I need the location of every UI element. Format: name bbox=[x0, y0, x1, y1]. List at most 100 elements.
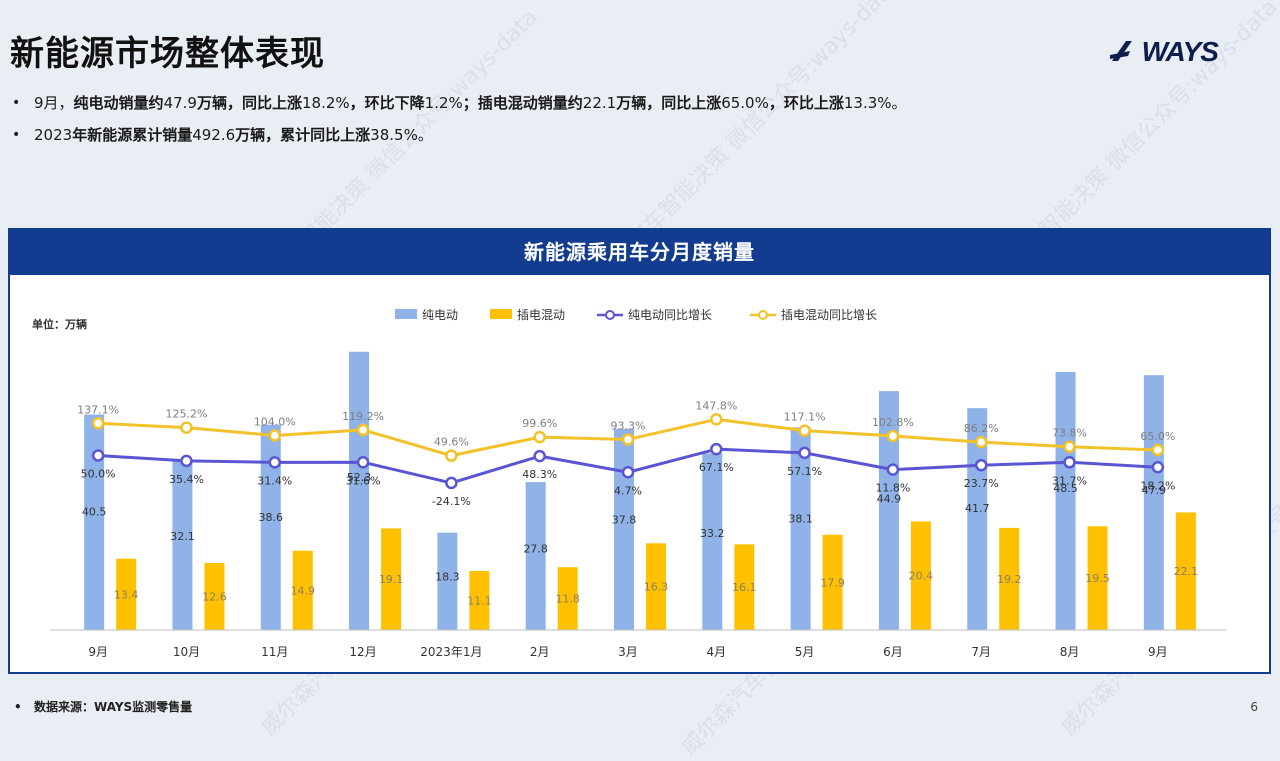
line-point bbox=[621, 466, 635, 479]
bar-phev-label: 13.4 bbox=[114, 588, 139, 601]
bullet-segment: 47.9 bbox=[163, 94, 197, 112]
line-point-label: 104.0% bbox=[254, 416, 296, 429]
bar-bev bbox=[172, 459, 193, 630]
line-point bbox=[180, 454, 193, 468]
legend-item-4-label: 插电混动同比增长 bbox=[781, 308, 877, 322]
x-tick-label: 3月 bbox=[618, 645, 638, 659]
legend-item-3-marker bbox=[605, 310, 615, 320]
line-point-label: 86.2% bbox=[964, 422, 999, 435]
line-point bbox=[1151, 443, 1165, 457]
line-point bbox=[710, 413, 723, 426]
bar-phev-label: 14.9 bbox=[291, 584, 316, 597]
bar-bev bbox=[1143, 375, 1164, 630]
line-point bbox=[91, 417, 105, 430]
bar-bev bbox=[349, 351, 370, 630]
data-source-note: • 数据来源：WAYS监测零售量 bbox=[14, 698, 192, 715]
bar-phev bbox=[646, 543, 666, 630]
line-point bbox=[710, 442, 723, 456]
line-point bbox=[974, 458, 988, 472]
x-tick-label: 2023年1月 bbox=[420, 645, 482, 659]
line-point bbox=[356, 423, 370, 437]
bullet-segment: ，环比上涨 bbox=[768, 94, 844, 112]
legend-item-4-marker bbox=[758, 310, 768, 320]
bar-phev bbox=[469, 570, 490, 630]
bar-phev bbox=[999, 527, 1020, 630]
line-point-label: -24.1% bbox=[432, 495, 471, 508]
bar-phev bbox=[557, 567, 578, 630]
bullet-segment: 9月， bbox=[34, 94, 74, 112]
line-point bbox=[886, 463, 900, 476]
bullet-segment: 13.3%。 bbox=[843, 94, 907, 112]
bullet-item: • 2023年新能源累计销量492.6万辆，累计同比上涨38.5%。 bbox=[12, 124, 1212, 146]
bar-bev-label: 32.1 bbox=[170, 530, 195, 543]
line-point bbox=[445, 476, 458, 490]
bullet-segment: 2023 bbox=[34, 126, 73, 144]
bullet-segment: 万辆，累计同比上涨 bbox=[235, 126, 371, 144]
line-point-label: 67.1% bbox=[699, 461, 734, 474]
bar-bev-label: 33.2 bbox=[700, 527, 725, 540]
bullet-segment: 万辆，同比上涨 bbox=[616, 94, 722, 112]
line-point-label: 31.4% bbox=[257, 474, 292, 487]
line-point bbox=[974, 435, 988, 449]
line-point-label: 23.7% bbox=[964, 477, 999, 490]
bar-bev bbox=[525, 482, 546, 630]
line-point bbox=[886, 429, 900, 443]
bar-bev-label: 27.8 bbox=[523, 543, 548, 556]
line-point-label: 99.6% bbox=[522, 417, 557, 430]
line-point-label: 125.2% bbox=[165, 408, 207, 421]
line-point bbox=[445, 449, 458, 462]
bullet-segment: ；插电混动销量约 bbox=[462, 94, 583, 112]
bar-bev bbox=[260, 424, 281, 630]
bar-phev bbox=[204, 562, 225, 630]
bar-bev bbox=[702, 453, 723, 630]
bar-phev bbox=[1175, 512, 1196, 630]
bar-phev bbox=[822, 534, 843, 630]
bar-phev-label: 12.6 bbox=[202, 590, 227, 603]
line-point-label: 31.6% bbox=[346, 474, 381, 487]
bar-bev-label: 40.5 bbox=[82, 505, 107, 518]
bar-phev-label: 17.9 bbox=[820, 576, 845, 589]
line-point-label: 50.0% bbox=[81, 468, 116, 481]
legend-item-1-swatch bbox=[395, 309, 417, 319]
ways-logo-mark-icon bbox=[1109, 41, 1132, 61]
legend-item-1-label: 纯电动 bbox=[422, 308, 458, 322]
monthly-sales-chart: 单位：万辆 纯电动 插电混动 纯电动同比增长 插电混动同比增长 40.5 13.4 32.1 1… bbox=[32, 308, 1226, 659]
bar-bev bbox=[790, 427, 811, 630]
bar-phev-label: 19.1 bbox=[379, 573, 404, 586]
bar-phev-label: 11.1 bbox=[467, 594, 492, 607]
bar-bev-label: 18.3 bbox=[435, 570, 460, 583]
unit-label: 单位：万辆 bbox=[32, 317, 87, 331]
bullet-segment: 纯电动销量约 bbox=[73, 94, 164, 112]
bar-bev-label: 41.7 bbox=[965, 502, 990, 515]
bar-bev bbox=[614, 428, 634, 630]
bar-phev-label: 16.1 bbox=[732, 581, 757, 594]
line-point bbox=[268, 429, 282, 442]
line-point-label: 117.1% bbox=[784, 411, 826, 424]
ways-logo: WAYS bbox=[1108, 36, 1219, 68]
line-point-label: 102.8% bbox=[872, 416, 914, 429]
line-point-label: 57.1% bbox=[787, 465, 822, 478]
bar-bev-label: 48.5 bbox=[1053, 482, 1078, 495]
summary-bullets: • 9月，纯电动销量约47.9万辆，同比上涨18.2%，环比下降1.2%；插电混… bbox=[12, 92, 1212, 156]
bar-bev-label: 38.6 bbox=[259, 511, 284, 524]
chart-card: 新能源乘用车分月度销量 单位：万辆 纯电动 插电混动 纯电动同比增长 插电混动同比增长 4… bbox=[8, 228, 1271, 674]
line-point-label: 11.8% bbox=[875, 482, 910, 495]
bar-phev bbox=[734, 544, 755, 630]
bar-phev bbox=[1087, 526, 1108, 630]
line-point bbox=[1151, 461, 1165, 474]
bullet-segment: 万辆，同比上涨 bbox=[196, 94, 302, 112]
bullet-segment: 年新能源累计销量 bbox=[72, 126, 193, 144]
bar-phev bbox=[116, 558, 137, 630]
bullet-segment: 65.0% bbox=[721, 94, 769, 112]
line-point bbox=[533, 430, 546, 444]
x-tick-label: 12月 bbox=[349, 645, 376, 659]
bar-phev bbox=[381, 528, 402, 630]
bullet-segment: ，环比下降 bbox=[349, 94, 425, 112]
line-point bbox=[1063, 456, 1076, 469]
line-point bbox=[180, 421, 193, 434]
legend-item-2-label: 插电混动 bbox=[517, 308, 565, 322]
line-point-label: 93.3% bbox=[611, 419, 646, 432]
line-point-label: 119.2% bbox=[342, 410, 384, 423]
x-tick-label: 6月 bbox=[883, 645, 903, 659]
legend-item-2-swatch bbox=[490, 309, 512, 319]
